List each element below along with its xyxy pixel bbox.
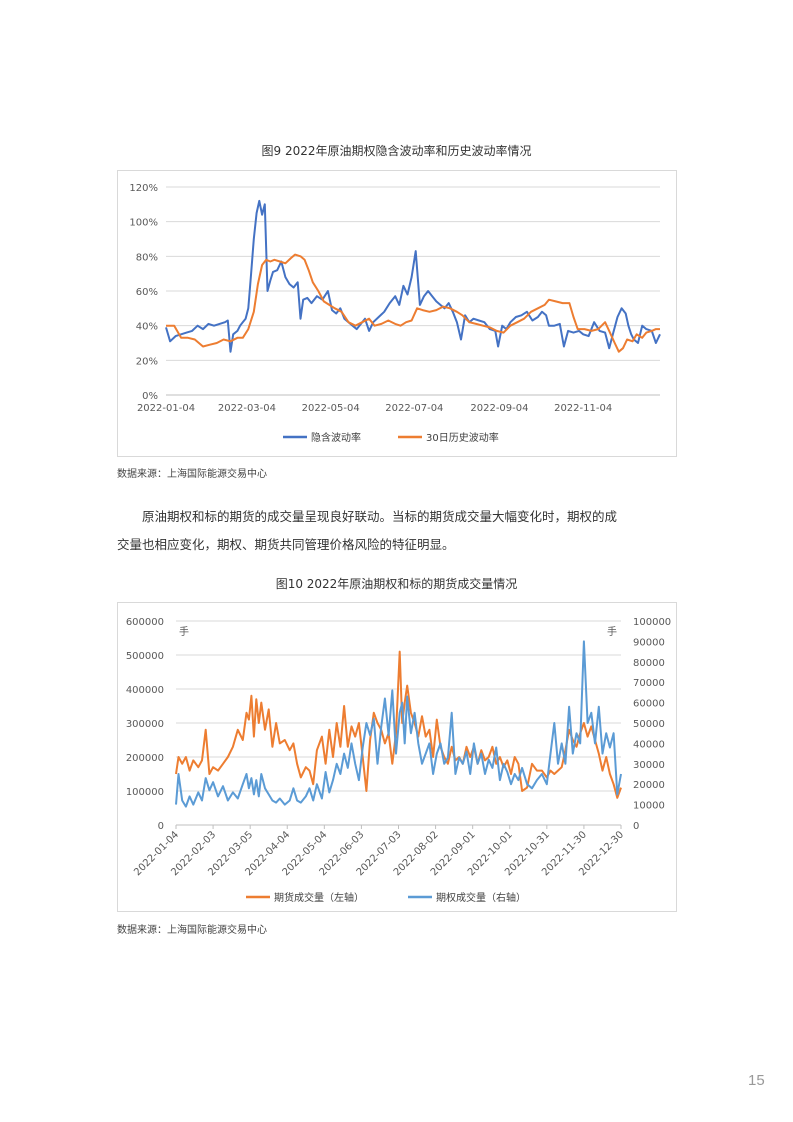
y-right-tick-label: 40000: [633, 739, 665, 750]
x-tick-label: 2022-01-04: [137, 403, 195, 414]
body-paragraph: 原油期权和标的期货的成交量呈现良好联动。当标的期货成交量大幅变化时，期权的成 交…: [117, 503, 677, 559]
legend-label: 30日历史波动率: [426, 431, 499, 444]
y-right-tick-label: 70000: [633, 678, 665, 689]
options-volume-line: [175, 640, 622, 808]
legend-label: 期货成交量（左轴）: [274, 891, 364, 904]
y-right-unit: 手: [607, 625, 617, 638]
y-left-tick-label: 0: [158, 821, 164, 832]
figure9-title: 图9 2022年原油期权隐含波动率和历史波动率情况: [261, 144, 532, 158]
figure10-source: 数据来源：上海国际能源交易中心: [117, 925, 267, 936]
y-left-tick-label: 300000: [126, 719, 164, 730]
y-right-tick-label: 20000: [633, 780, 665, 791]
y-right-tick-label: 90000: [633, 637, 665, 648]
x-tick-label: 2022-03-04: [218, 403, 276, 414]
y-tick-label: 20%: [136, 356, 158, 367]
y-left-unit: 手: [179, 625, 189, 638]
y-right-tick-label: 30000: [633, 760, 665, 771]
y-left-tick-label: 200000: [126, 753, 164, 764]
y-left-tick-label: 400000: [126, 685, 164, 696]
historical-vol-line: [166, 253, 660, 353]
x-tick-label: 2022-11-04: [554, 403, 612, 414]
y-tick-label: 60%: [136, 287, 158, 298]
legend-label: 隐含波动率: [311, 431, 361, 444]
figure10-chart-frame: 0 100000 200000 300000 400000 500000 600000 0 10…: [117, 602, 677, 912]
x-tick-label: 2022-09-04: [470, 403, 528, 414]
page-number: 15: [748, 1072, 765, 1089]
figure9-source: 数据来源：上海国际能源交易中心: [117, 469, 267, 480]
y-right-tick-label: 60000: [633, 699, 665, 710]
x-tick-label: 2022-07-04: [385, 403, 443, 414]
figure10-title: 图10 2022年原油期权和标的期货成交量情况: [275, 577, 518, 591]
y-tick-label: 40%: [136, 322, 158, 333]
legend-label: 期权成交量（右轴）: [436, 891, 526, 904]
figure9-chart-frame: 0% 20% 40% 60% 80% 100% 120% 2022-01-04 2022-03-…: [117, 170, 677, 457]
figure10-chart: 0 100000 200000 300000 400000 500000 600000 0 10…: [126, 617, 671, 904]
x-tick-label: 2022-05-04: [302, 403, 360, 414]
paragraph-line-1: 原油期权和标的期货的成交量呈现良好联动。当标的期货成交量大幅变化时，期权的成: [142, 509, 618, 524]
y-right-tick-label: 100000: [633, 617, 671, 628]
y-left-tick-label: 500000: [126, 651, 164, 662]
y-right-tick-label: 80000: [633, 658, 665, 669]
y-left-tick-label: 100000: [126, 787, 164, 798]
figure9-chart: 0% 20% 40% 60% 80% 100% 120% 2022-01-04 2022-03-…: [129, 183, 661, 444]
y-tick-label: 0%: [142, 391, 158, 402]
paragraph-line-2: 交量也相应变化，期权、期货共同管理价格风险的特征明显。: [117, 537, 455, 552]
y-right-tick-label: 0: [633, 821, 639, 832]
y-right-tick-label: 50000: [633, 719, 665, 730]
y-right-tick-label: 10000: [633, 801, 665, 812]
y-tick-label: 120%: [129, 183, 158, 194]
y-tick-label: 100%: [129, 218, 158, 229]
y-tick-label: 80%: [136, 252, 158, 263]
y-left-tick-label: 600000: [126, 617, 164, 628]
implied-vol-line: [165, 199, 661, 353]
